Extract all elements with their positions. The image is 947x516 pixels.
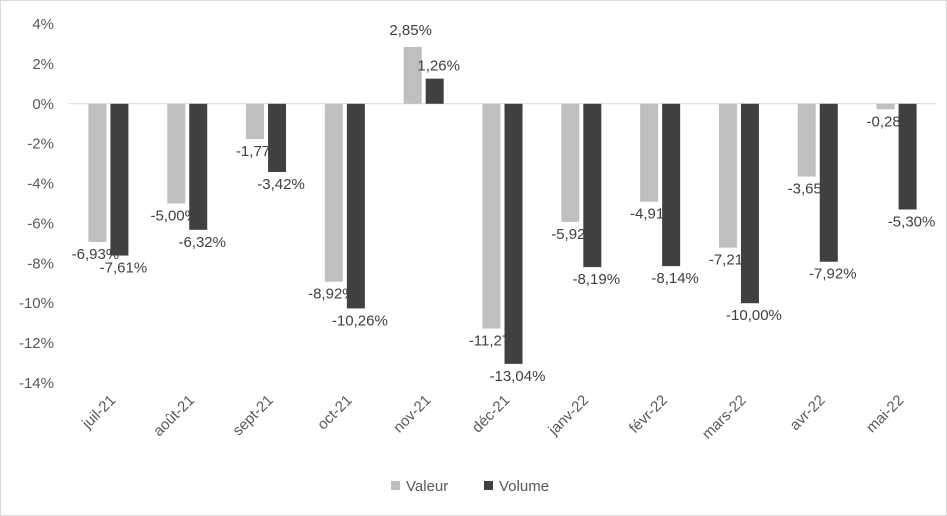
y-axis-ticks: 4% 2% 0% -2% -4% -6% -8% -10% -12% -14% [19, 16, 54, 392]
x-tick-label: sept-21 [229, 392, 276, 439]
y-tick-label: -14% [19, 375, 54, 392]
data-label-valeur: 2,85% [389, 22, 432, 39]
data-label-volume: -7,61% [100, 260, 148, 277]
bar-valeur [876, 103, 895, 110]
data-label-valeur: -5,00% [150, 208, 198, 225]
legend-swatch-volume [484, 481, 493, 490]
x-tick-label: août-21 [150, 392, 198, 440]
x-tick-label: déc-21 [469, 392, 513, 436]
y-tick-label: -10% [19, 295, 54, 312]
x-tick-label: févr-22 [626, 392, 671, 437]
data-label-volume: -5,30% [888, 213, 936, 230]
bar-valeur [797, 103, 816, 177]
data-label-volume: -3,42% [257, 176, 305, 193]
bar-volume [268, 103, 287, 172]
x-tick-label: avr-22 [787, 392, 829, 434]
x-tick-label: janv-22 [545, 392, 593, 440]
data-label-volume: -8,14% [651, 270, 699, 287]
bar-valeur [482, 103, 501, 329]
bar-valeur [246, 103, 265, 140]
bar-volume [110, 103, 129, 256]
x-tick-label: oct-21 [314, 392, 356, 434]
bar-volume [504, 103, 523, 364]
bar-valeur [403, 46, 422, 104]
bar-volume [662, 103, 681, 267]
bar-valeur [640, 103, 659, 202]
legend-label-valeur: Valeur [406, 478, 448, 495]
bar-valeur [167, 103, 186, 204]
data-label-volume: -10,26% [332, 312, 388, 329]
data-label-valeur: -5,92 [551, 226, 585, 243]
data-label-valeur: -0,28 [866, 113, 900, 130]
x-tick-label: juil-21 [78, 392, 119, 433]
legend-swatch-valeur [391, 481, 400, 490]
y-tick-label: 0% [32, 96, 54, 113]
bar-valeur [561, 103, 580, 222]
bar-volume [583, 103, 602, 268]
data-label-valeur: -1,77 [236, 143, 270, 160]
y-tick-label: -8% [27, 255, 54, 272]
data-label-valeur: -7,21 [709, 252, 743, 269]
data-label-valeur: -8,92% [308, 286, 356, 303]
bar-volume [189, 103, 208, 230]
bar-volume [898, 103, 917, 210]
bars-layer [88, 46, 917, 364]
data-label-volume: -10,00% [726, 307, 782, 324]
x-tick-label: nov-21 [390, 392, 434, 436]
bar-volume [740, 103, 759, 304]
data-label-valeur: -4,91 [630, 206, 664, 223]
legend: Valeur Volume [391, 478, 549, 495]
bar-volume [425, 78, 444, 104]
data-label-valeur: -11,27 [469, 333, 510, 350]
data-labels-layer: -6,93%-7,61% -5,00% -6,32% -1,77 -3,42% -8,92… [72, 22, 936, 385]
data-label-volume: -8,19% [573, 271, 621, 288]
x-tick-label: mai-22 [863, 392, 907, 436]
y-tick-label: -4% [27, 176, 54, 193]
x-tick-label: mars-22 [699, 392, 750, 443]
legend-label-volume: Volume [499, 478, 549, 495]
data-label-volume: 1,26% [417, 58, 460, 75]
x-axis-ticks: juil-21 août-21 sept-21 oct-21 nov-21 déc-21 j… [78, 392, 907, 443]
bar-valeur [718, 103, 737, 248]
bar-valeur [88, 103, 107, 242]
bar-volume [819, 103, 838, 262]
data-label-volume: -7,92% [809, 266, 857, 283]
y-tick-label: -12% [19, 335, 54, 352]
data-label-valeur: -6,93% [72, 246, 120, 263]
data-label-volume: -6,32% [178, 234, 226, 251]
bar-valeur [324, 103, 343, 282]
y-tick-label: 2% [32, 56, 54, 73]
y-tick-label: -6% [27, 215, 54, 232]
bar-volume [346, 103, 365, 309]
data-label-valeur: -3,65 [788, 181, 822, 198]
y-tick-label: 4% [32, 16, 54, 33]
data-label-volume: -13,04% [490, 368, 546, 385]
y-tick-label: -2% [27, 136, 54, 153]
